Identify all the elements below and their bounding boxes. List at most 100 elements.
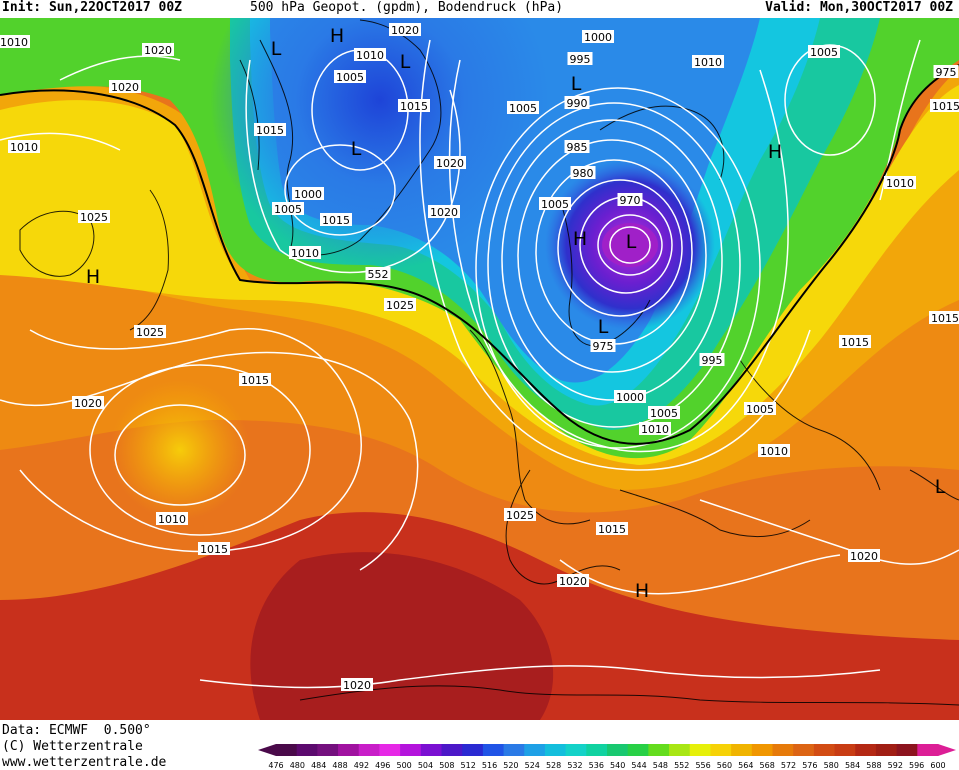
scale-tick-label: 536 xyxy=(589,761,604,770)
svg-text:1020: 1020 xyxy=(111,81,139,94)
scale-tick-label: 564 xyxy=(738,761,753,770)
svg-text:1005: 1005 xyxy=(336,71,364,84)
svg-text:1020: 1020 xyxy=(343,679,371,692)
scale-tick-label: 492 xyxy=(354,761,369,770)
scale-swatch xyxy=(462,744,484,756)
isobar-label: 1010 xyxy=(156,512,188,526)
scale-left-arrow xyxy=(258,744,276,756)
svg-text:980: 980 xyxy=(573,167,594,180)
data-source: Data: ECMWF 0.500° xyxy=(2,723,151,738)
svg-text:1010: 1010 xyxy=(291,247,319,260)
scale-tick-label: 552 xyxy=(674,761,689,770)
isobar-label: 1025 xyxy=(504,508,536,522)
scale-swatch xyxy=(358,744,380,756)
svg-text:970: 970 xyxy=(620,194,641,207)
svg-text:552: 552 xyxy=(368,268,389,281)
scale-swatch xyxy=(503,744,525,756)
scale-tick-label: 528 xyxy=(546,761,561,770)
isobar-label: 995 xyxy=(567,52,593,66)
isobar-label: 1000 xyxy=(292,187,324,201)
isobar-label: 1010 xyxy=(758,444,790,458)
low-pressure-center: L xyxy=(351,138,362,160)
valid-time: Valid: Mon,30OCT2017 00Z xyxy=(765,0,953,15)
isobar-label: 1015 xyxy=(239,373,271,387)
svg-text:1000: 1000 xyxy=(616,391,644,404)
high-pressure-center: H xyxy=(635,580,649,602)
scale-swatch xyxy=(524,744,546,756)
isobar-label: 1020 xyxy=(848,549,880,563)
svg-text:1025: 1025 xyxy=(506,509,534,522)
low-pressure-center: L xyxy=(571,73,582,95)
isobar-label: 1025 xyxy=(78,210,110,224)
scale-tick-label: 576 xyxy=(802,761,817,770)
isobar-label: 1020 xyxy=(428,205,460,219)
svg-text:1015: 1015 xyxy=(932,100,959,113)
svg-text:1020: 1020 xyxy=(850,550,878,563)
svg-text:1005: 1005 xyxy=(746,403,774,416)
svg-text:1020: 1020 xyxy=(430,206,458,219)
svg-text:1000: 1000 xyxy=(584,31,612,44)
svg-text:1020: 1020 xyxy=(391,24,419,37)
isobar-label: 1010 xyxy=(639,422,671,436)
isobar-label: 1010 xyxy=(8,140,40,154)
isobars xyxy=(0,39,959,689)
scale-swatch xyxy=(586,744,608,756)
scale-tick-label: 548 xyxy=(653,761,668,770)
low-pressure-center: L xyxy=(271,38,282,60)
svg-text:1015: 1015 xyxy=(931,312,959,325)
scale-swatch xyxy=(338,744,360,756)
init-time: Init: Sun,22OCT2017 00Z xyxy=(2,0,183,15)
scale-tick-label: 520 xyxy=(503,761,518,770)
isobar-label: 975 xyxy=(590,339,616,353)
scale-swatch xyxy=(482,744,505,756)
scale-tick-label: 516 xyxy=(482,761,497,770)
isobar-label: 975 xyxy=(933,65,959,79)
svg-text:1010: 1010 xyxy=(641,423,669,436)
scale-swatch xyxy=(276,744,298,756)
isobar-labels: 1010 1020 1020 1010 1005 1015 1000 995 1010 1005 1… xyxy=(0,23,959,692)
svg-text:1010: 1010 xyxy=(886,177,914,190)
low-pressure-center: L xyxy=(400,51,411,73)
scale-tick-label: 476 xyxy=(268,761,283,770)
isobar-label: 1025 xyxy=(384,298,416,312)
isobar-label: 1015 xyxy=(839,335,871,349)
scale-tick-label: 500 xyxy=(396,761,411,770)
scale-swatch xyxy=(751,744,773,756)
scale-tick-label: 600 xyxy=(930,761,945,770)
svg-text:1005: 1005 xyxy=(810,46,838,59)
isobar-label: 970 xyxy=(617,193,643,207)
svg-text:1015: 1015 xyxy=(241,374,269,387)
website-url: www.wetterzentrale.de xyxy=(2,755,167,770)
svg-text:1005: 1005 xyxy=(509,102,537,115)
scale-tick-label: 504 xyxy=(418,761,433,770)
high-pressure-center: H xyxy=(86,266,100,288)
svg-text:1010: 1010 xyxy=(694,56,722,69)
isobar-label: 1020 xyxy=(557,574,589,588)
scale-tick-label: 480 xyxy=(290,761,305,770)
isobar-label: 1010 xyxy=(354,48,386,62)
color-scale: 476 480 484 488 492 496 500 504 508 512 516 520 524 5… xyxy=(258,744,956,770)
scale-swatch xyxy=(689,744,711,756)
svg-text:1020: 1020 xyxy=(436,157,464,170)
svg-text:1010: 1010 xyxy=(356,49,384,62)
isobar-label: 1020 xyxy=(109,80,141,94)
svg-text:995: 995 xyxy=(702,354,723,367)
svg-text:975: 975 xyxy=(593,340,614,353)
isobar-label: 1015 xyxy=(929,311,959,325)
isobar-label: 1025 xyxy=(134,325,166,339)
scale-swatch xyxy=(379,744,401,756)
scale-tick-label: 512 xyxy=(461,761,476,770)
scale-tick-label: 584 xyxy=(845,761,860,770)
isobar-label: 1015 xyxy=(930,99,959,113)
isobar-label: 1015 xyxy=(596,522,628,536)
isobar-label: 995 xyxy=(699,353,725,367)
svg-text:1025: 1025 xyxy=(136,326,164,339)
svg-text:975: 975 xyxy=(936,66,957,79)
scale-tick-label: 560 xyxy=(717,761,732,770)
isobar-label: 990 xyxy=(564,96,590,110)
isobar-label: 1005 xyxy=(808,45,840,59)
isobar-label: 1015 xyxy=(254,123,286,137)
low-pressure-center: L xyxy=(626,231,637,253)
isobar-label: 1015 xyxy=(398,99,430,113)
scale-swatch xyxy=(813,744,836,756)
